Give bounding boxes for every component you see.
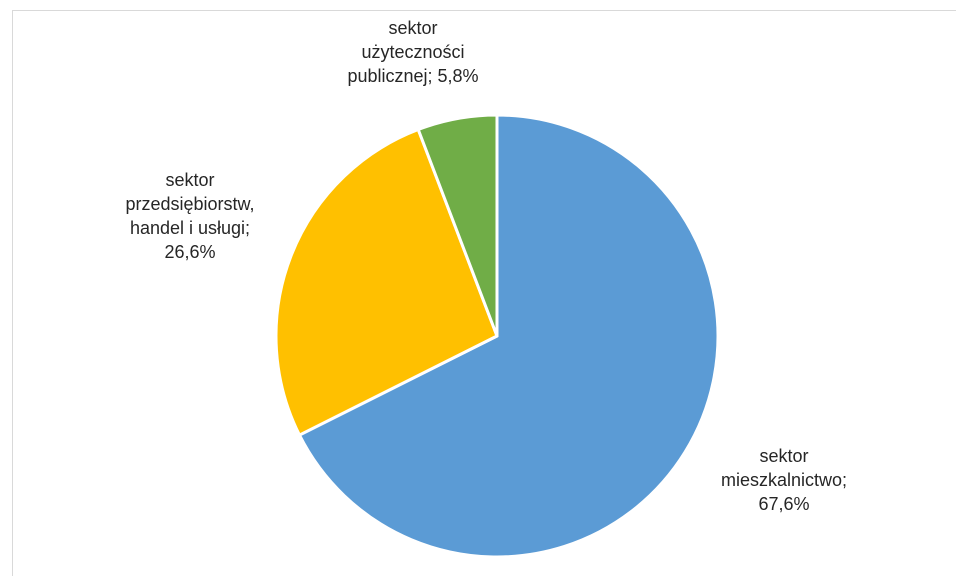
data-label-3-line-2: użyteczności <box>361 42 464 62</box>
data-label-2: sektor przedsiębiorstw, handel i usługi; 26… <box>125 170 254 262</box>
data-label-2-line-2: przedsiębiorstw, <box>125 194 254 214</box>
data-label-3-line-1: sektor <box>388 18 437 38</box>
pie-slice-2 <box>274 128 499 437</box>
data-labels: sektor mieszkalnictwo; 67,6% sektor przedsię… <box>125 18 847 514</box>
data-label-1-line-3: 67,6% <box>758 494 809 514</box>
pie-slices <box>274 113 720 559</box>
data-label-2-line-3: handel i usługi; <box>130 218 250 238</box>
data-label-3: sektor użyteczności publicznej; 5,8% <box>347 18 478 86</box>
data-label-1-line-1: sektor <box>759 446 808 466</box>
pie-slice-3 <box>416 113 499 338</box>
data-label-1-line-2: mieszkalnictwo; <box>721 470 847 490</box>
pie-slice-1 <box>297 113 720 559</box>
data-label-1: sektor mieszkalnictwo; 67,6% <box>721 446 847 514</box>
data-label-2-line-1: sektor <box>165 170 214 190</box>
data-label-2-line-4: 26,6% <box>164 242 215 262</box>
data-label-3-line-3: publicznej; 5,8% <box>347 66 478 86</box>
